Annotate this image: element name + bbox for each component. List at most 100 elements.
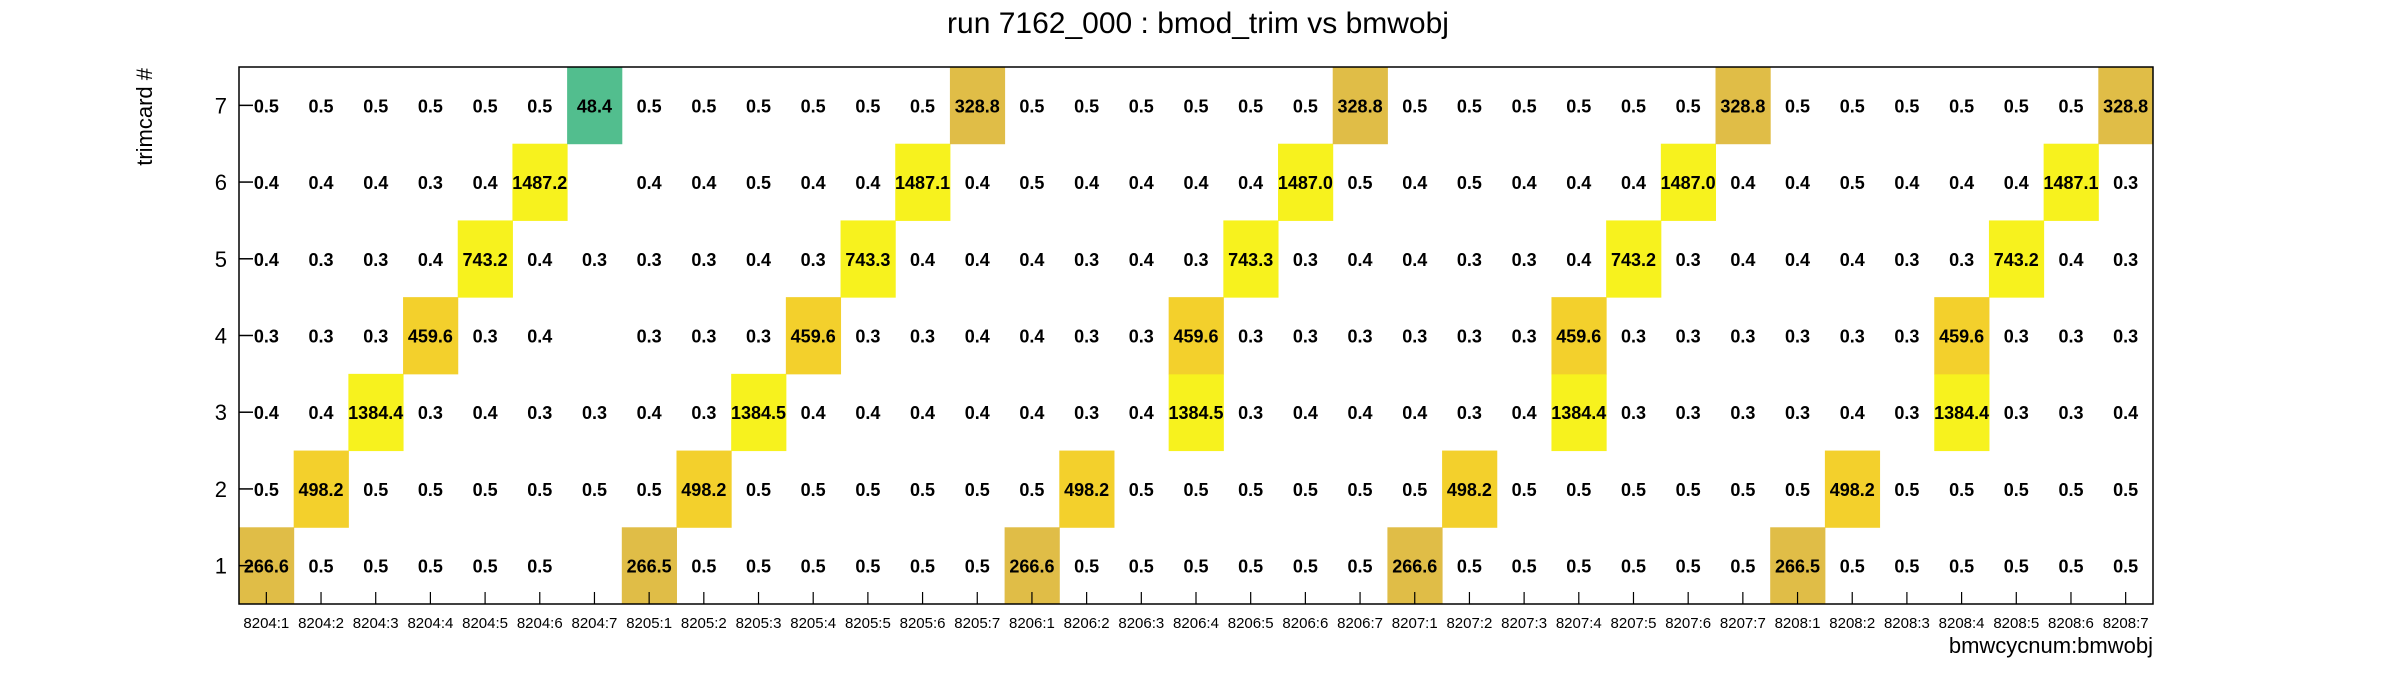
cell-value-label: 0.5 [1019, 480, 1044, 500]
cell-value-label: 0.5 [1840, 173, 1865, 193]
cell-value-label: 743.3 [845, 250, 890, 270]
x-tick-label: 8208:5 [1993, 615, 2039, 632]
cell-value-label: 0.5 [418, 480, 443, 500]
cell-value-label: 266.6 [1392, 557, 1437, 577]
x-tick-label: 8206:3 [1118, 615, 1164, 632]
x-tick-label: 8206:5 [1228, 615, 1274, 632]
cell-value-label: 0.3 [1074, 327, 1099, 347]
heatmap-cell [1442, 450, 1498, 528]
cell-value-label: 0.4 [1730, 173, 1755, 193]
cell-value-label: 0.4 [2004, 173, 2029, 193]
x-tick-label: 8208:7 [2103, 615, 2149, 632]
cell-value-label: 0.5 [1949, 480, 1974, 500]
cell-value-label: 0.5 [1676, 480, 1701, 500]
cell-value-label: 0.5 [1621, 557, 1646, 577]
cell-value-label: 459.6 [1173, 327, 1218, 347]
cell-value-label: 498.2 [299, 480, 344, 500]
cell-value-label: 0.5 [1348, 480, 1373, 500]
heatmap-cell [840, 220, 896, 298]
x-tick-label: 8205:3 [736, 615, 782, 632]
x-tick-label: 8205:5 [845, 615, 891, 632]
cell-value-label: 0.4 [1730, 250, 1755, 270]
cell-value-label: 0.3 [1730, 327, 1755, 347]
cell-value-label: 0.5 [582, 480, 607, 500]
x-tick-label: 8204:3 [353, 615, 399, 632]
cell-value-label: 0.3 [1894, 403, 1919, 423]
cell-value-label: 0.3 [1785, 327, 1810, 347]
cell-value-label: 0.4 [254, 403, 279, 423]
x-tick-label: 8205:7 [954, 615, 1000, 632]
plot-frame [238, 66, 2154, 605]
cell-value-label: 0.3 [2004, 403, 2029, 423]
cell-value-label: 0.4 [1293, 403, 1318, 423]
cell-value-label: 498.2 [1064, 480, 1109, 500]
x-tick-label: 8207:4 [1556, 615, 1602, 632]
cell-value-label: 0.4 [1183, 173, 1208, 193]
cell-value-label: 1487.0 [1661, 173, 1716, 193]
cell-value-label: 0.5 [2004, 557, 2029, 577]
cell-value-label: 0.4 [1785, 250, 1810, 270]
x-tick-label: 8208:6 [2048, 615, 2094, 632]
cell-value-label: 0.5 [254, 96, 279, 116]
heatmap-cell [731, 373, 787, 452]
cell-value-label: 0.5 [1676, 557, 1701, 577]
cell-value-label: 0.5 [1238, 557, 1263, 577]
x-tick-label: 8207:1 [1392, 615, 1438, 632]
cell-value-label: 0.3 [527, 403, 552, 423]
y-tick-label: 5 [215, 247, 227, 272]
cell-value-label: 0.5 [2058, 96, 2083, 116]
x-tick-label: 8207:2 [1446, 615, 1492, 632]
x-tick-label: 8204:7 [572, 615, 618, 632]
cell-value-label: 0.3 [1894, 327, 1919, 347]
cell-value-label: 0.5 [1730, 557, 1755, 577]
cell-value-label: 0.3 [582, 250, 607, 270]
cell-value-label: 0.3 [637, 327, 662, 347]
heatmap-cell [895, 143, 951, 221]
cell-value-label: 0.5 [1894, 480, 1919, 500]
cell-value-label: 0.5 [1129, 557, 1154, 577]
cell-value-label: 0.3 [1074, 250, 1099, 270]
cell-value-label: 0.4 [746, 250, 771, 270]
heatmap-cell [676, 450, 732, 528]
heatmap-cell [1168, 373, 1224, 452]
heatmap-cell [785, 297, 842, 375]
cell-value-label: 0.3 [855, 327, 880, 347]
heatmap-cell [293, 450, 349, 528]
cell-value-label: 0.5 [473, 480, 498, 500]
cell-value-label: 0.3 [1676, 403, 1701, 423]
heatmap-cell [2098, 67, 2154, 145]
cell-value-label: 0.5 [1348, 557, 1373, 577]
x-tick-label: 8206:7 [1337, 615, 1383, 632]
cell-value-label: 0.4 [2113, 403, 2138, 423]
cell-value-label: 0.5 [1730, 480, 1755, 500]
cell-value-label: 0.4 [363, 173, 388, 193]
heatmap-cell [403, 297, 459, 375]
cell-value-label: 0.5 [527, 557, 552, 577]
y-tick-label: 7 [215, 93, 227, 118]
cell-value-label: 1384.4 [348, 403, 403, 423]
cell-value-label: 0.4 [1566, 250, 1591, 270]
cell-value-label: 0.5 [1293, 480, 1318, 500]
cell-value-label: 0.4 [691, 173, 716, 193]
cell-value-label: 0.5 [1457, 173, 1482, 193]
heatmap-cell [1278, 143, 1334, 221]
cell-value-label: 0.4 [2058, 250, 2083, 270]
cell-value-label: 0.3 [1621, 327, 1646, 347]
cell-value-label: 266.6 [1009, 557, 1054, 577]
x-tick-label: 8207:3 [1501, 615, 1547, 632]
cell-value-label: 0.4 [1402, 250, 1427, 270]
cell-value-label: 0.5 [1183, 557, 1208, 577]
cell-value-label: 0.5 [1785, 96, 1810, 116]
x-tick-label: 8205:6 [900, 615, 946, 632]
cell-value-label: 0.4 [801, 173, 826, 193]
cell-value-label: 0.3 [1676, 250, 1701, 270]
cell-value-label: 0.5 [1238, 480, 1263, 500]
cell-value-label: 0.3 [691, 250, 716, 270]
cell-value-label: 0.3 [1785, 403, 1810, 423]
x-tick-label: 8205:1 [626, 615, 672, 632]
cell-value-label: 0.3 [1457, 403, 1482, 423]
y-tick-label: 2 [215, 477, 227, 502]
x-tick-label: 8207:5 [1611, 615, 1657, 632]
cell-value-label: 0.3 [309, 250, 334, 270]
cell-value-label: 0.5 [801, 480, 826, 500]
